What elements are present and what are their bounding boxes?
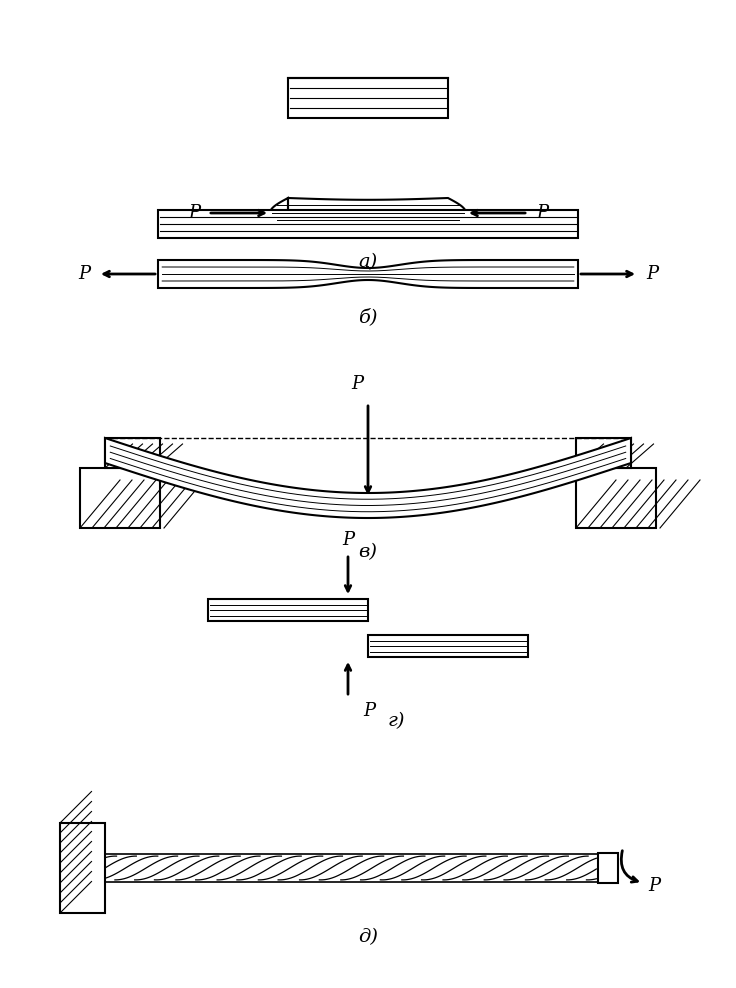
Polygon shape xyxy=(158,260,578,288)
Polygon shape xyxy=(80,468,160,528)
Text: P: P xyxy=(646,265,658,283)
Text: P: P xyxy=(363,702,375,720)
Text: г): г) xyxy=(388,712,406,730)
Polygon shape xyxy=(158,210,578,238)
Text: в): в) xyxy=(358,543,378,561)
Polygon shape xyxy=(598,853,618,883)
Polygon shape xyxy=(576,438,631,468)
Polygon shape xyxy=(576,468,656,528)
Polygon shape xyxy=(60,823,105,913)
Polygon shape xyxy=(105,438,631,518)
Polygon shape xyxy=(270,198,466,228)
Text: б): б) xyxy=(358,308,378,326)
Text: P: P xyxy=(78,265,90,283)
Polygon shape xyxy=(368,635,528,657)
Text: P: P xyxy=(536,204,548,222)
Polygon shape xyxy=(208,599,368,621)
Text: P: P xyxy=(351,375,363,393)
Text: P: P xyxy=(648,877,660,895)
Polygon shape xyxy=(105,438,160,468)
Text: P: P xyxy=(188,204,200,222)
Text: д): д) xyxy=(358,928,378,946)
Polygon shape xyxy=(288,78,448,118)
Text: а): а) xyxy=(358,253,378,271)
Text: P: P xyxy=(342,531,354,549)
